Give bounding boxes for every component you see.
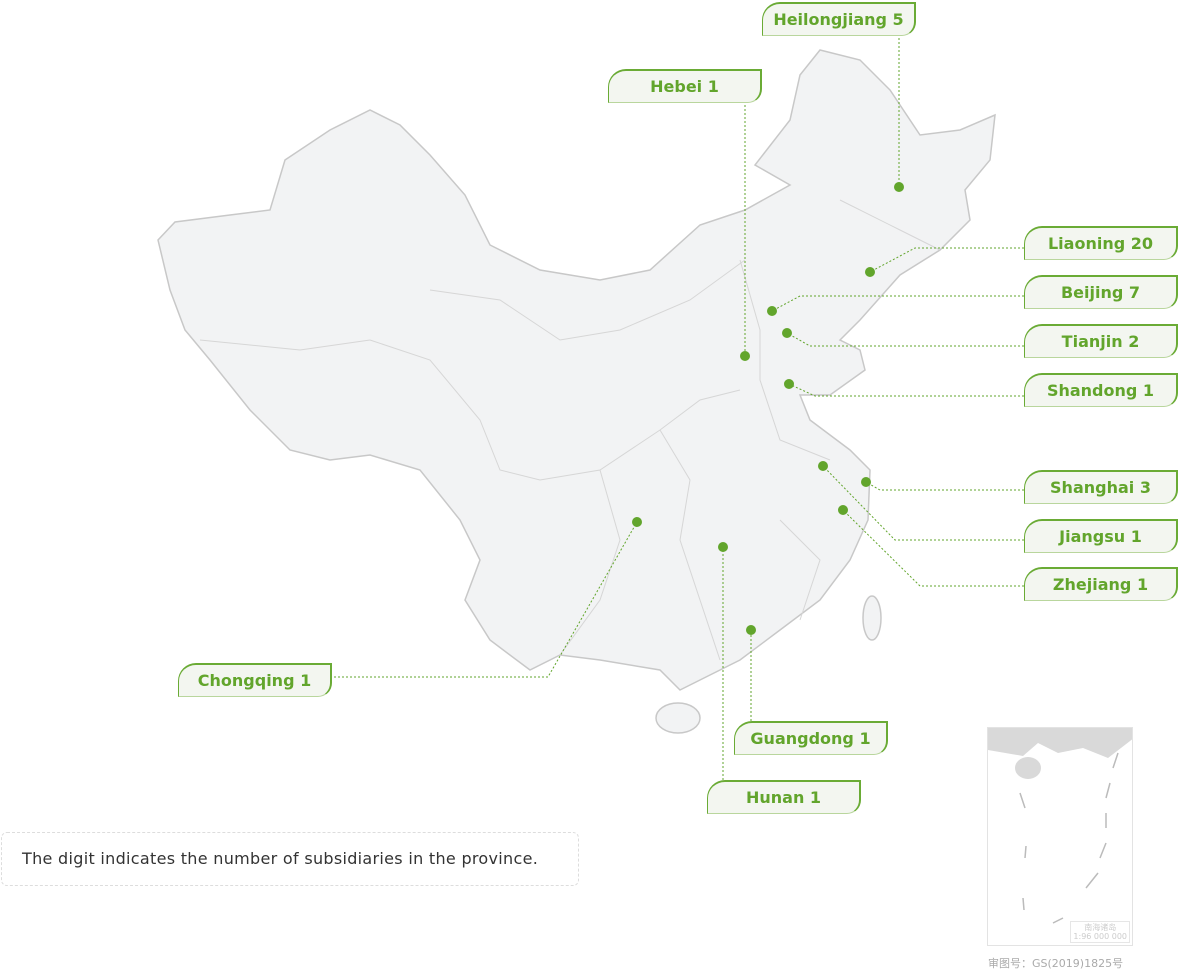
province-label-beijing[interactable]: Beijing 7 [1024,275,1178,309]
marker-hebei[interactable] [740,351,750,361]
province-label-zhejiang[interactable]: Zhejiang 1 [1024,567,1178,601]
marker-chongqing[interactable] [632,517,642,527]
marker-liaoning[interactable] [865,267,875,277]
province-label-shanghai[interactable]: Shanghai 3 [1024,470,1178,504]
province-label-hunan[interactable]: Hunan 1 [707,780,861,814]
province-borders [199,199,941,661]
leader-line-zhejiang [842,509,1024,587]
marker-heilongjiang[interactable] [894,182,904,192]
inset-map [988,728,1132,924]
marker-hunan[interactable] [718,542,728,552]
china-outline [157,49,996,691]
legend-note: The digit indicates the number of subsid… [1,832,579,886]
province-label-chongqing[interactable]: Chongqing 1 [178,663,332,697]
south-china-sea-inset: 南海诸岛 1:96 000 000 [987,727,1133,946]
leader-line-shanghai [865,481,1024,491]
province-label-heilongjiang[interactable]: Heilongjiang 5 [762,2,916,36]
leader-line-chongqing [334,521,638,678]
leader-line-jiangsu [822,465,1024,541]
marker-beijing[interactable] [767,306,777,316]
marker-tianjin[interactable] [782,328,792,338]
marker-zhejiang[interactable] [838,505,848,515]
marker-jiangsu[interactable] [818,461,828,471]
leader-line-liaoning [869,247,1024,273]
inset-scale: 1:96 000 000 [1073,932,1127,941]
province-label-jiangsu[interactable]: Jiangsu 1 [1024,519,1178,553]
inset-title: 南海诸岛 [1084,923,1117,932]
marker-shandong[interactable] [784,379,794,389]
leader-line-beijing [771,295,1024,312]
map-approval-number: 审图号：GS(2019)1825号 [988,957,1124,970]
province-label-guangdong[interactable]: Guangdong 1 [734,721,888,755]
leader-line-shandong [788,383,1024,397]
marker-shanghai[interactable] [861,477,871,487]
marker-guangdong[interactable] [746,625,756,635]
province-label-hebei[interactable]: Hebei 1 [608,69,762,103]
leader-line-tianjin [786,332,1024,347]
province-label-shandong[interactable]: Shandong 1 [1024,373,1178,407]
province-label-tianjin[interactable]: Tianjin 2 [1024,324,1178,358]
taiwan-island [862,595,882,641]
hainan-island [655,702,701,734]
inset-label: 南海诸岛 1:96 000 000 [1070,921,1130,943]
province-label-liaoning[interactable]: Liaoning 20 [1024,226,1178,260]
